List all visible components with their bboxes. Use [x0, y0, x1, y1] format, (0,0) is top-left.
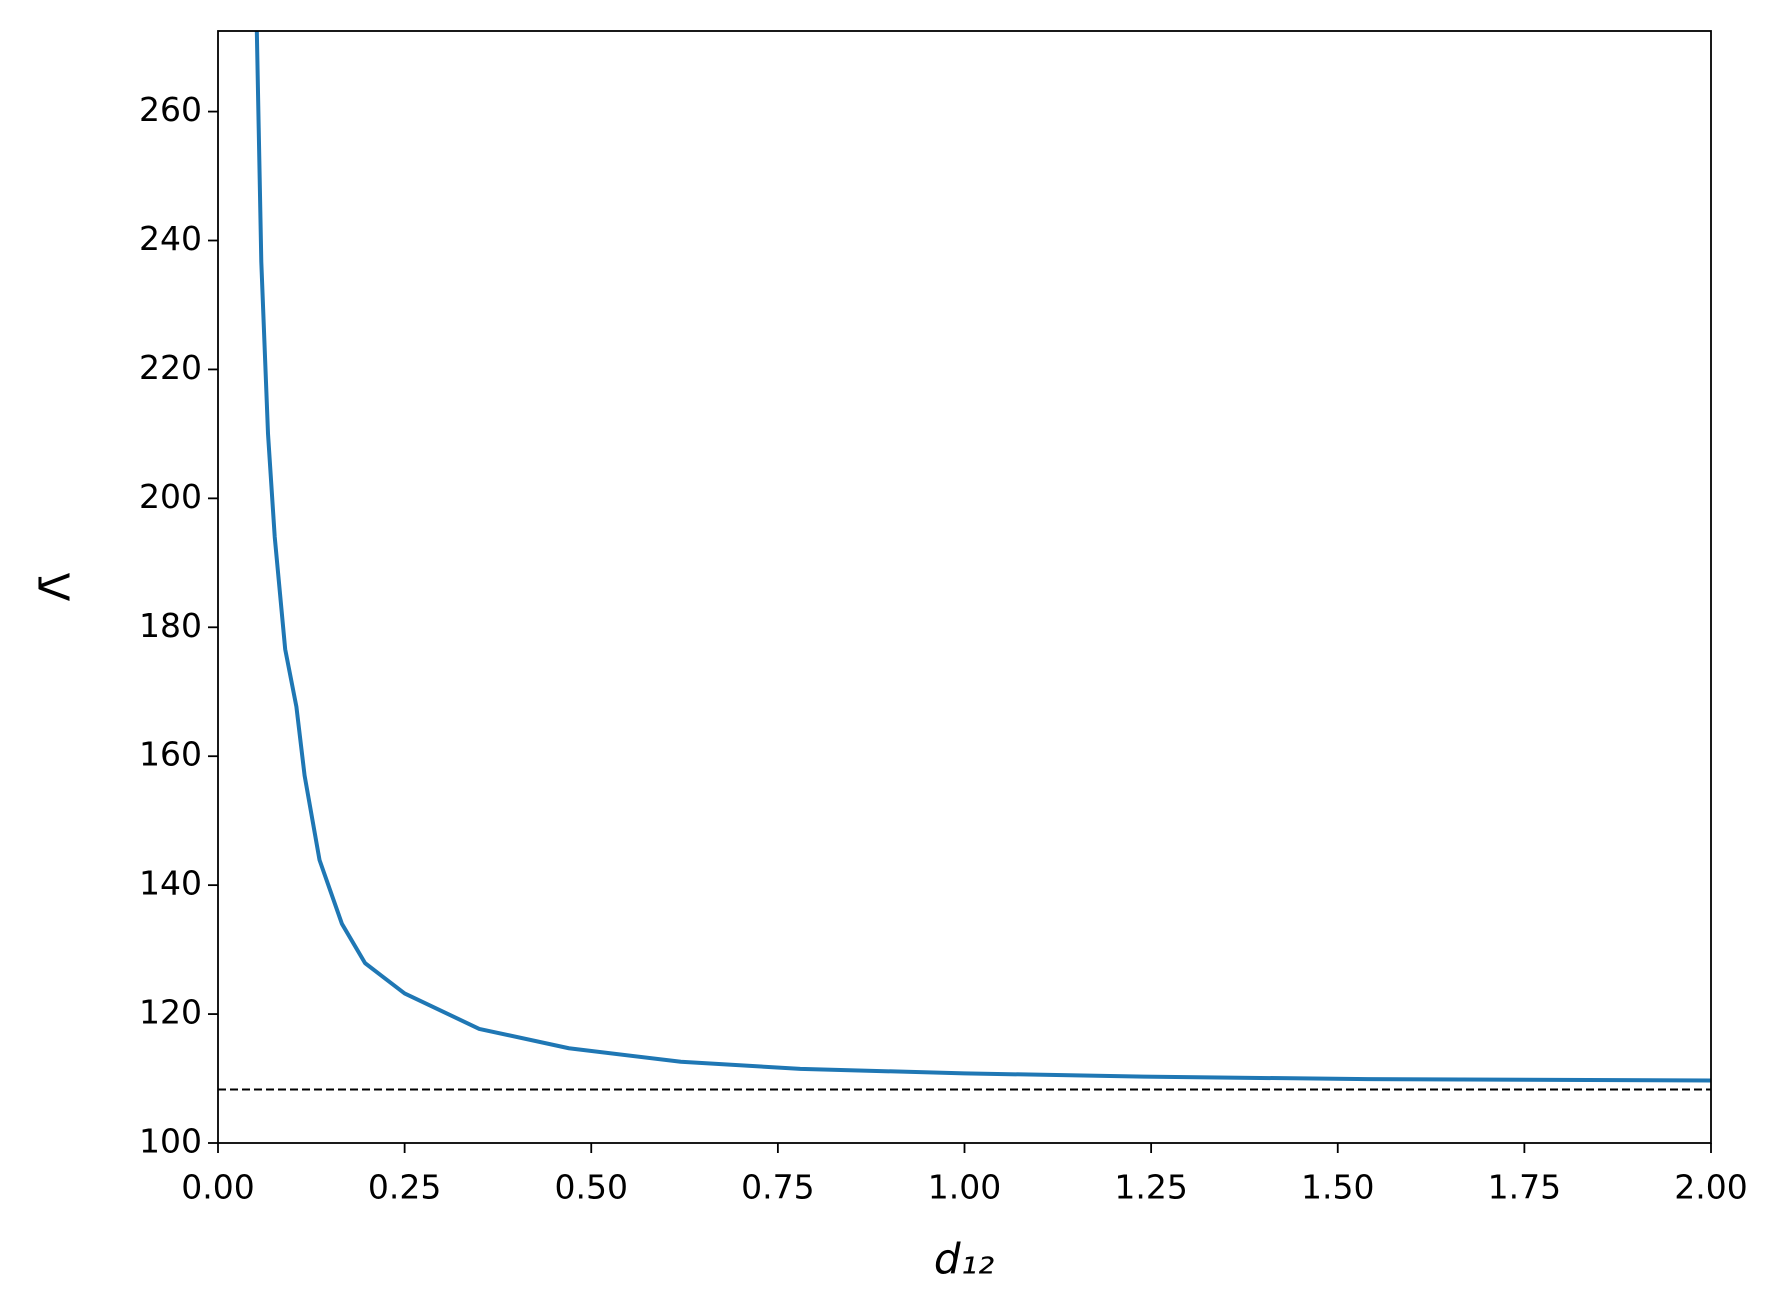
y-axis-label: Λ̄	[31, 572, 80, 601]
x-tick-label: 0.00	[181, 1168, 254, 1207]
y-tick-label: 240	[139, 219, 202, 258]
y-tick-label: 140	[139, 864, 202, 903]
x-tick-label: 0.25	[368, 1168, 441, 1207]
x-tick-label: 0.50	[555, 1168, 628, 1207]
x-axis-label: d₁₂	[934, 1235, 994, 1284]
y-tick-label: 220	[139, 348, 202, 387]
plot-frame	[217, 30, 1712, 1144]
y-tick-label: 180	[139, 606, 202, 645]
x-tick-label: 1.75	[1488, 1168, 1561, 1207]
y-tick-label: 160	[139, 735, 202, 774]
x-tick-label: 1.50	[1301, 1168, 1374, 1207]
y-tick-label: 100	[139, 1122, 202, 1161]
x-tick-label: 2.00	[1674, 1168, 1747, 1207]
y-tick-label: 260	[139, 90, 202, 129]
y-tick-label: 120	[139, 993, 202, 1032]
data-line	[254, 31, 1711, 1083]
x-tick-label: 1.25	[1114, 1168, 1187, 1207]
y-tick-label: 200	[139, 477, 202, 516]
x-tick-label: 1.00	[928, 1168, 1001, 1207]
x-tick-label: 0.75	[741, 1168, 814, 1207]
